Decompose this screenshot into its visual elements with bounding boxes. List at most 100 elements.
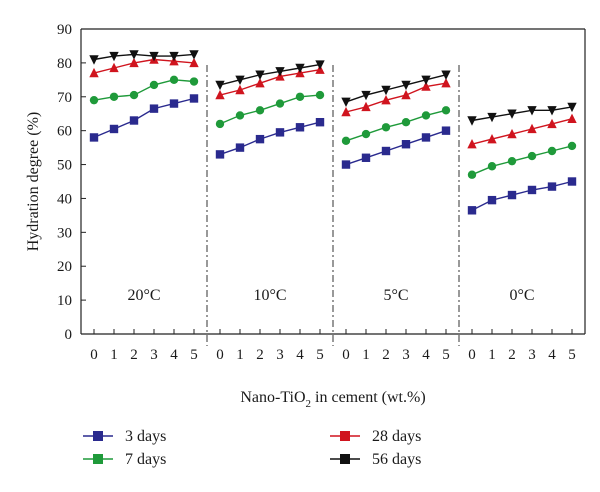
data-point: [547, 118, 557, 129]
data-point: [315, 60, 325, 70]
data-point: [401, 80, 411, 91]
data-point: [255, 70, 265, 80]
series-28-days: [341, 78, 451, 117]
data-point: [381, 94, 391, 105]
y-tick-label: 50: [57, 158, 72, 174]
panel-2: 0 1 2 3 4 5 5°C: [341, 70, 451, 363]
data-point: [235, 143, 245, 152]
x-tick-label: 0: [216, 347, 224, 363]
series-line: [471, 145, 573, 176]
data-point: [507, 109, 517, 119]
data-point: [275, 67, 285, 77]
data-point: [235, 84, 245, 95]
x-tick-label: 4: [296, 347, 304, 363]
legend-swatch: [93, 454, 103, 464]
x-tick-label: 4: [548, 347, 556, 363]
series-28-days: [215, 64, 325, 100]
series-56-days: [215, 60, 325, 91]
x-tick-label: 5: [568, 347, 576, 363]
data-point: [467, 139, 477, 149]
x-tick-label: 2: [130, 347, 138, 363]
data-point: [527, 106, 537, 116]
panel-label: 5°C: [383, 287, 408, 304]
data-point: [341, 160, 351, 169]
data-point: [381, 85, 391, 96]
series-line: [471, 118, 573, 145]
x-tick-label: 5: [190, 347, 198, 363]
data-point: [467, 116, 477, 126]
data-point: [547, 106, 557, 116]
data-point: [381, 146, 391, 156]
data-point: [169, 99, 179, 108]
data-point: [255, 78, 265, 88]
data-point: [295, 92, 305, 101]
data-point: [361, 129, 371, 139]
series-line: [471, 106, 573, 122]
data-point: [361, 90, 371, 101]
data-point: [341, 136, 351, 146]
data-point: [421, 111, 431, 120]
panel-label: 0°C: [509, 287, 534, 304]
series-3-days: [467, 177, 577, 215]
data-point: [547, 146, 557, 156]
series-56-days: [467, 102, 577, 126]
data-point: [567, 177, 577, 186]
series-line: [345, 82, 447, 113]
data-point: [189, 50, 199, 60]
data-point: [567, 113, 577, 124]
x-axis-label-subscript: 2: [306, 398, 312, 410]
y-tick-label: 30: [57, 225, 72, 241]
legend-swatch: [93, 431, 103, 441]
y-tick-label: 10: [57, 293, 72, 309]
data-point: [441, 78, 451, 88]
x-tick-label: 3: [276, 347, 284, 363]
legend: 3 days 7 days 28 days 56 days: [83, 428, 421, 468]
x-tick-label: 4: [422, 347, 430, 363]
data-point: [109, 62, 119, 73]
legend-swatch: [340, 431, 350, 441]
x-tick-label: 1: [110, 347, 118, 363]
series-line: [219, 94, 321, 125]
legend-label: 3 days: [125, 428, 166, 445]
data-point: [215, 119, 225, 129]
x-axis-label-main: Nano-TiO: [240, 389, 305, 406]
data-point: [401, 140, 411, 149]
series-3-days: [341, 126, 451, 169]
data-point: [567, 102, 577, 113]
data-point: [487, 195, 497, 205]
x-tick-label: 1: [362, 347, 370, 363]
x-tick-label: 0: [90, 347, 98, 363]
data-point: [315, 90, 325, 100]
data-point: [109, 51, 119, 62]
x-tick-label: 2: [382, 347, 390, 363]
data-point: [507, 128, 517, 139]
legend-item-7-days: 7 days: [83, 451, 166, 468]
data-point: [129, 90, 139, 100]
data-point: [567, 141, 577, 151]
panel-label: 20°C: [127, 287, 160, 304]
x-tick-label: 1: [488, 347, 496, 363]
data-point: [275, 99, 285, 108]
x-tick-label: 3: [402, 347, 410, 363]
panel-0: 0 1 2 3 4 5 20°C: [89, 50, 199, 363]
series-line: [219, 69, 321, 96]
x-axis-label-rest: in cement (wt.%): [311, 389, 426, 406]
x-tick-label: 0: [342, 347, 350, 363]
y-tick-label: 70: [57, 90, 72, 106]
series-7-days: [341, 106, 451, 146]
series-7-days: [467, 141, 577, 179]
data-point: [89, 67, 99, 78]
y-tick-label: 90: [57, 22, 72, 38]
y-tick-label: 20: [57, 259, 72, 275]
y-tick-label: 60: [57, 124, 72, 140]
legend-swatch: [340, 454, 350, 464]
x-tick-label: 3: [150, 347, 158, 363]
data-point: [527, 151, 537, 161]
data-point: [441, 106, 451, 115]
data-point: [189, 77, 199, 86]
y-tick-label: 0: [65, 327, 73, 343]
data-point: [169, 75, 179, 85]
series-56-days: [341, 70, 451, 108]
